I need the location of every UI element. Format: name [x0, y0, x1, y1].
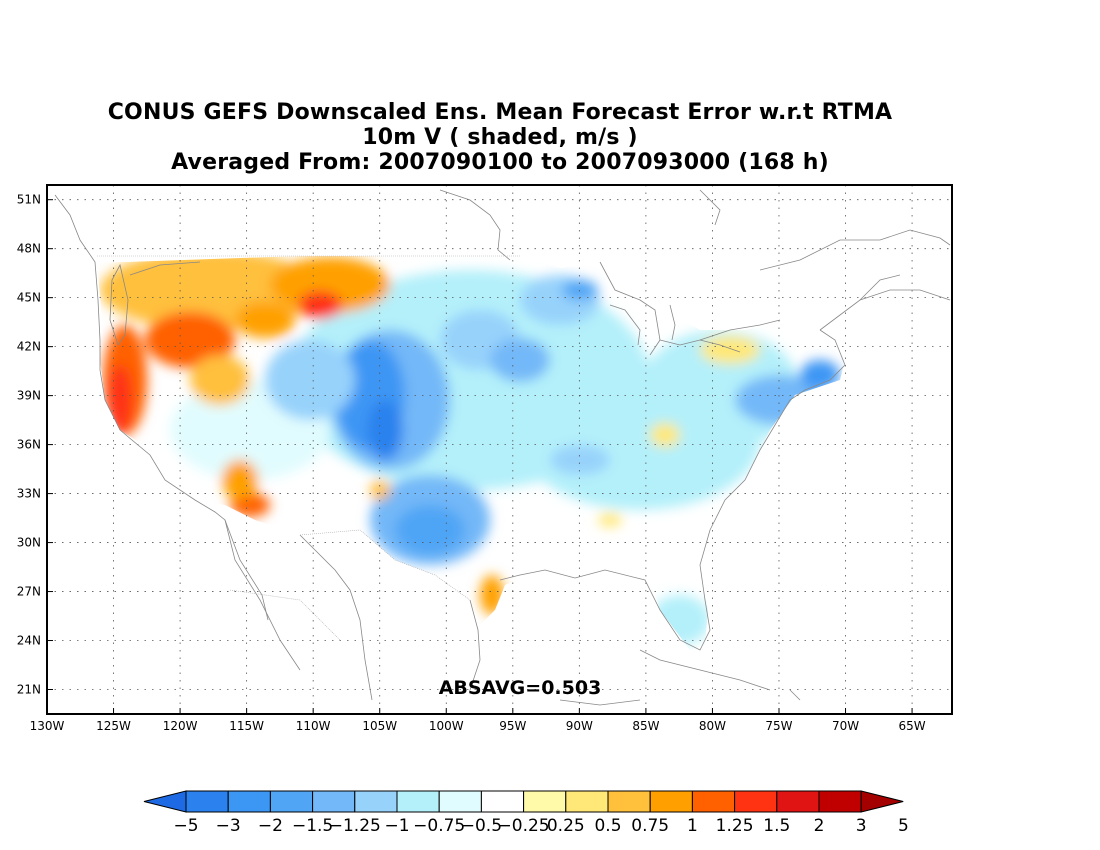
- colorbar-label: 1.25: [716, 816, 754, 836]
- colorbar-label: 0.75: [631, 816, 669, 836]
- lon-tick-label: 120W: [163, 719, 198, 733]
- lon-tick-label: 80W: [699, 719, 726, 733]
- colorbar-swatch: [480, 790, 525, 813]
- colorbar-label: −0.75: [413, 816, 465, 836]
- graticule: [46, 185, 952, 714]
- plot-frame: [46, 184, 953, 715]
- lat-tick-label: 21N: [17, 683, 41, 697]
- lon-tick-label: 75W: [765, 719, 792, 733]
- lat-tick-label: 48N: [17, 242, 41, 256]
- colorbar-swatch: [185, 790, 229, 813]
- colorbar-swatch: [776, 790, 820, 813]
- latitude-tick-labels: 51N 48N 45N 42N 39N 36N 33N 30N 27N 24N 21N: [17, 193, 41, 697]
- absavg-label: ABSAVG=0.503: [439, 677, 602, 699]
- colorbar-label: −2: [258, 816, 283, 836]
- coastlines: [54, 189, 951, 706]
- colorbar-label: −1.25: [329, 816, 381, 836]
- lon-tick-label: 130W: [30, 719, 65, 733]
- lon-tick-label: 65W: [899, 719, 926, 733]
- title-line-1: CONUS GEFS Downscaled Ens. Mean Forecast…: [107, 100, 893, 125]
- colorbar-swatch: [649, 790, 693, 813]
- colorbar-swatch: [607, 790, 651, 813]
- lat-tick-label: 51N: [17, 193, 41, 207]
- plot-title: CONUS GEFS Downscaled Ens. Mean Forecast…: [0, 100, 1000, 175]
- lat-tick-label: 42N: [17, 340, 41, 354]
- colorbar-label: −3: [216, 816, 241, 836]
- colorbar-swatch: [312, 790, 356, 813]
- lat-tick-label: 36N: [17, 438, 41, 452]
- lon-tick-label: 90W: [566, 719, 593, 733]
- lon-tick-label: 85W: [632, 719, 659, 733]
- lon-tick-label: 115W: [229, 719, 264, 733]
- colorbar-swatch: [269, 790, 314, 813]
- lon-tick-label: 70W: [832, 719, 859, 733]
- colorbar-label: 0.5: [594, 816, 621, 836]
- lon-tick-label: 110W: [296, 719, 331, 733]
- colorbar-swatch: [396, 790, 440, 813]
- lon-tick-label: 125W: [96, 719, 131, 733]
- colorbar-swatch: [227, 790, 271, 813]
- colorbar-label: 0.25: [547, 816, 585, 836]
- lat-tick-label: 27N: [17, 585, 41, 599]
- colorbar-label: 3: [856, 816, 867, 836]
- colorbar-labels: −5 −3 −2 −1.5−1.25 −1 −0.75−0.5−0.250.25 0.5 0.…: [173, 816, 908, 836]
- lon-tick-label: 100W: [429, 719, 464, 733]
- colorbar-swatch: [438, 790, 482, 813]
- lat-tick-label: 39N: [17, 389, 41, 403]
- lat-tick-label: 30N: [17, 536, 41, 550]
- colorbar-label: 5: [898, 816, 909, 836]
- lat-tick-label: 33N: [17, 487, 41, 501]
- colorbar-label: −1: [384, 816, 409, 836]
- lat-tick-label: 45N: [17, 291, 41, 305]
- colorbar-label: 2: [814, 816, 825, 836]
- colorbar-swatch: [565, 790, 609, 813]
- lon-tick-label: 95W: [499, 719, 526, 733]
- shaded-field: [97, 256, 845, 650]
- colorbar-label: 1.5: [763, 816, 790, 836]
- colorbar-label: −5: [173, 816, 198, 836]
- colorbar-extend-low: [143, 790, 187, 813]
- title-line-2: 10m V ( shaded, m/s ): [362, 125, 638, 150]
- map-frame: [46, 185, 952, 714]
- borders: [97, 255, 520, 641]
- colorbar-swatch: [818, 790, 862, 813]
- colorbar-swatch: [523, 790, 567, 813]
- lat-tick-label: 24N: [17, 634, 41, 648]
- colorbar-extend-high: [860, 790, 904, 813]
- colorbar: [143, 790, 904, 813]
- lon-tick-label: 105W: [362, 719, 397, 733]
- colorbar-label: −1.5: [292, 816, 333, 836]
- colorbar-label: −0.5: [461, 816, 502, 836]
- longitude-tick-labels: 130W 125W 120W 115W 110W 105W 100W 95W 90W 85W 80W…: [30, 719, 926, 733]
- colorbar-label: −0.25: [498, 816, 550, 836]
- colorbar-swatch: [354, 790, 398, 813]
- colorbar-swatch: [691, 790, 736, 813]
- colorbar-swatch: [734, 790, 778, 813]
- colorbar-label: 1: [687, 816, 698, 836]
- title-line-3: Averaged From: 2007090100 to 2007093000 …: [171, 150, 829, 175]
